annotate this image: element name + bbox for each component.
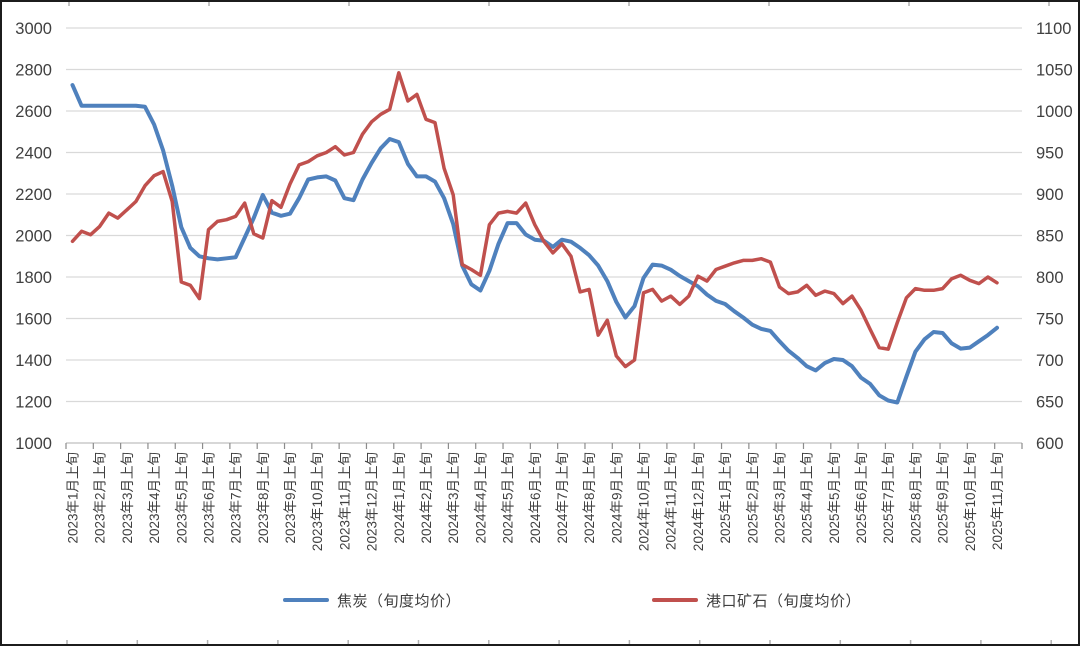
x-axis-label: 2023年10月上旬 bbox=[310, 452, 325, 551]
kuangshi-line-swatch bbox=[652, 598, 698, 602]
x-axis-label: 2024年4月上旬 bbox=[473, 452, 488, 544]
x-axis-label: 2025年3月上旬 bbox=[772, 452, 787, 544]
y-axis-label-right: 850 bbox=[1036, 228, 1064, 246]
y-axis-label-right: 1100 bbox=[1036, 20, 1071, 38]
x-axis-label: 2025年11月上旬 bbox=[990, 452, 1005, 550]
chart-legend: 焦炭（旬度均价） 港口矿石（旬度均价） bbox=[2, 588, 1078, 618]
x-axis-label: 2025年5月上旬 bbox=[827, 452, 842, 544]
x-axis-label: 2023年11月上旬 bbox=[337, 452, 352, 550]
y-axis-label-right: 900 bbox=[1036, 186, 1064, 204]
x-axis-label: 2025年4月上旬 bbox=[800, 452, 815, 544]
legend-item-jiaotan: 焦炭（旬度均价） bbox=[283, 588, 461, 612]
x-axis-label: 2024年1月上旬 bbox=[392, 452, 407, 544]
x-axis-label: 2025年9月上旬 bbox=[936, 452, 951, 544]
y-axis-label-right: 700 bbox=[1036, 352, 1064, 370]
x-axis-label: 2024年12月上旬 bbox=[691, 452, 706, 551]
x-axis-label: 2024年2月上旬 bbox=[419, 452, 434, 544]
y-axis-label-right: 650 bbox=[1036, 394, 1064, 412]
y-axis-label-left: 1800 bbox=[15, 269, 52, 287]
kuangshi-series-line bbox=[70, 71, 999, 369]
x-axis-label: 2025年1月上旬 bbox=[718, 452, 733, 544]
x-axis-label: 2024年7月上旬 bbox=[555, 452, 570, 544]
x-axis-label: 2025年10月上旬 bbox=[963, 452, 978, 551]
x-axis-label: 2025年2月上旬 bbox=[745, 452, 760, 544]
y-axis-label-left: 2200 bbox=[15, 186, 52, 204]
y-axis-label-left: 3000 bbox=[15, 20, 52, 38]
legend-label-jiaotan: 焦炭（旬度均价） bbox=[337, 592, 462, 610]
x-axis-label: 2023年3月上旬 bbox=[120, 452, 135, 544]
legend-item-gangkou-kuangshi: 港口矿石（旬度均价） bbox=[652, 588, 861, 612]
y-axis-label-right: 1050 bbox=[1036, 62, 1073, 80]
y-axis-label-right: 1000 bbox=[1036, 103, 1073, 121]
legend-label-gangkou-kuangshi: 港口矿石（旬度均价） bbox=[706, 592, 862, 610]
jiaotan-line-swatch bbox=[283, 598, 329, 602]
y-axis-label-right: 600 bbox=[1036, 435, 1064, 453]
y-axis-label-right: 800 bbox=[1036, 269, 1064, 287]
x-axis-label: 2023年8月上旬 bbox=[256, 452, 271, 544]
x-axis-label: 2025年8月上旬 bbox=[908, 452, 923, 544]
x-axis-label: 2023年9月上旬 bbox=[283, 452, 298, 544]
x-axis-label: 2024年6月上旬 bbox=[528, 452, 543, 544]
y-axis-label-right: 950 bbox=[1036, 145, 1064, 163]
x-axis-label: 2023年4月上旬 bbox=[147, 452, 162, 544]
y-axis-label-left: 1000 bbox=[15, 435, 52, 453]
jiaotan-series-line bbox=[70, 83, 999, 405]
y-axis-label-left: 2000 bbox=[15, 228, 52, 246]
x-axis-label: 2023年7月上旬 bbox=[229, 452, 244, 544]
y-axis-label-left: 1600 bbox=[15, 311, 52, 329]
x-axis-label: 2023年12月上旬 bbox=[365, 452, 380, 551]
x-axis-label: 2023年1月上旬 bbox=[66, 452, 81, 544]
x-axis-label: 2023年6月上旬 bbox=[201, 452, 216, 544]
x-axis-label: 2024年11月上旬 bbox=[664, 452, 679, 550]
x-axis-label: 2025年6月上旬 bbox=[854, 452, 869, 544]
x-axis-label: 2023年5月上旬 bbox=[174, 452, 189, 544]
y-axis-label-left: 2800 bbox=[15, 62, 52, 80]
x-axis-label: 2024年8月上旬 bbox=[582, 452, 597, 544]
y-axis-label-left: 2600 bbox=[15, 103, 52, 121]
y-axis-label-left: 1400 bbox=[15, 352, 52, 370]
x-axis-label: 2025年7月上旬 bbox=[881, 452, 896, 544]
x-axis-label: 2024年9月上旬 bbox=[609, 452, 624, 544]
x-axis-label: 2023年2月上旬 bbox=[93, 452, 108, 544]
x-axis-label: 2024年3月上旬 bbox=[446, 452, 461, 544]
y-axis-label-left: 1200 bbox=[15, 394, 52, 412]
y-axis-label-right: 750 bbox=[1036, 311, 1064, 329]
y-axis-label-left: 2400 bbox=[15, 145, 52, 163]
x-axis-label: 2024年5月上旬 bbox=[501, 452, 516, 544]
x-axis-label: 2024年10月上旬 bbox=[637, 452, 652, 551]
